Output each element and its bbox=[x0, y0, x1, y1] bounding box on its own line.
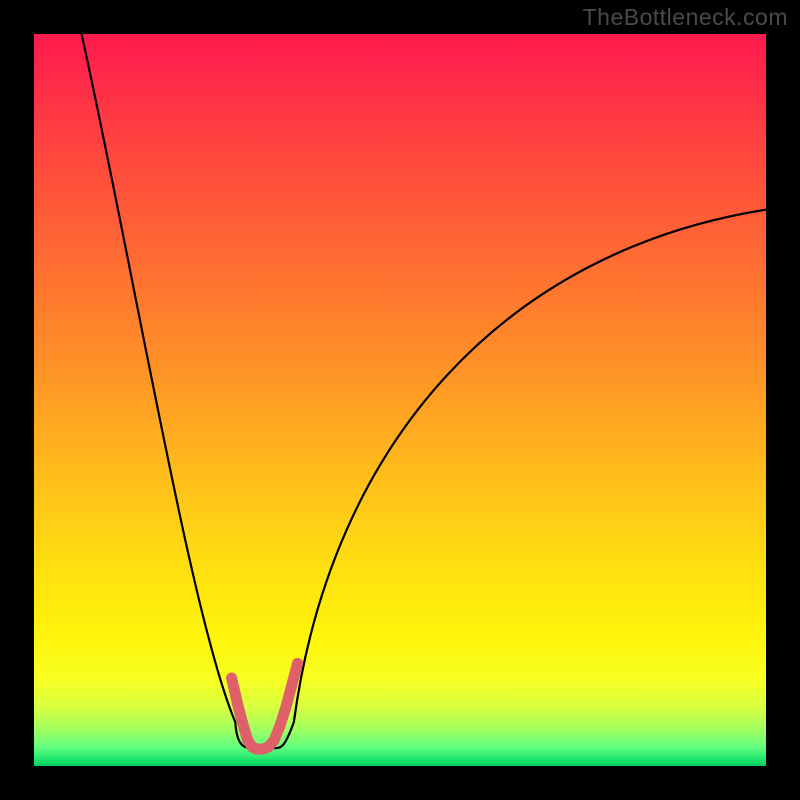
notch-highlight-dot bbox=[226, 673, 237, 684]
notch-highlight-dot bbox=[292, 658, 303, 669]
notch-highlight-dot bbox=[238, 720, 249, 731]
plot-gradient-background bbox=[34, 34, 766, 766]
notch-highlight-dot bbox=[286, 680, 297, 691]
notch-highlight-dot bbox=[269, 735, 280, 746]
notch-highlight-dot bbox=[280, 702, 291, 713]
chart-frame: TheBottleneck.com bbox=[0, 0, 800, 800]
watermark-text: TheBottleneck.com bbox=[583, 4, 788, 31]
bottleneck-chart bbox=[0, 0, 800, 800]
notch-highlight-dot bbox=[232, 698, 243, 709]
notch-highlight-dot bbox=[274, 720, 285, 731]
